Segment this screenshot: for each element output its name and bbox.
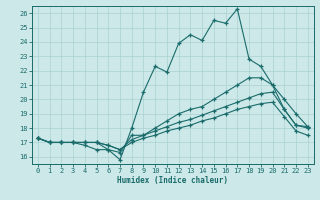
X-axis label: Humidex (Indice chaleur): Humidex (Indice chaleur) — [117, 176, 228, 185]
